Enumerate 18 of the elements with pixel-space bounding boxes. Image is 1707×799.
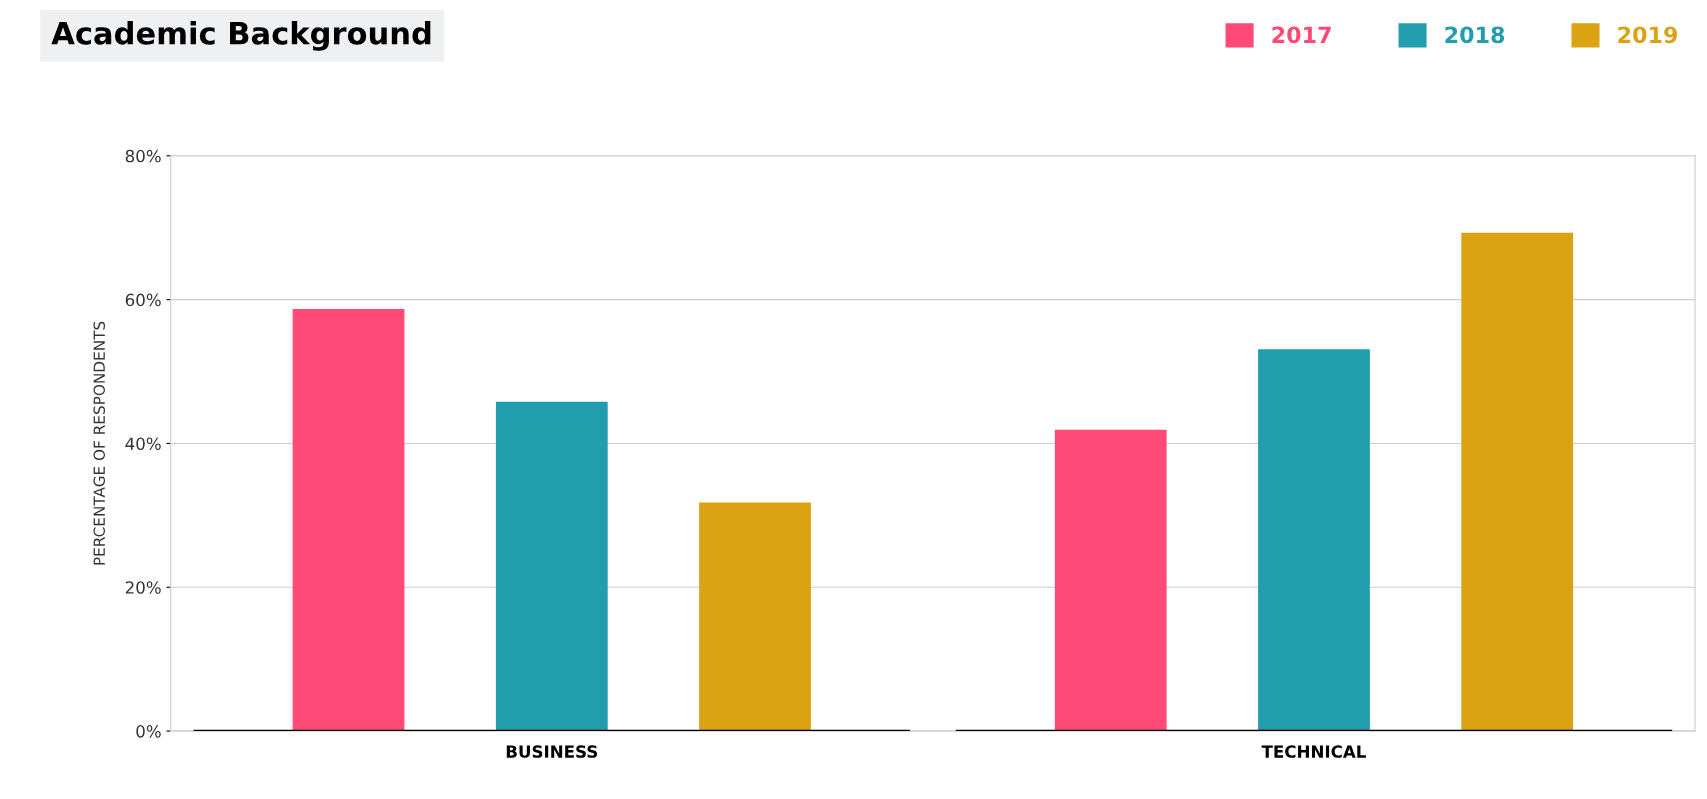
- legend-label: 2019: [1618, 26, 1678, 44]
- legend-label: 2017: [1272, 26, 1331, 44]
- y-axis-title: PERCENTAGE OF RESPONDENTS: [93, 321, 105, 565]
- bar: [1461, 232, 1574, 732]
- x-tick-label: BUSINESS: [506, 745, 598, 758]
- bar: [495, 401, 608, 732]
- y-tick-label: 80%: [125, 149, 161, 163]
- y-tick-label: 0%: [136, 725, 161, 738]
- bar: [1258, 349, 1370, 732]
- bar: [1054, 429, 1167, 732]
- y-tick-label: 60%: [125, 293, 161, 307]
- legend-label: 2018: [1445, 26, 1505, 44]
- y-tick-label: 40%: [125, 437, 161, 451]
- chart-title: Academic Background: [51, 21, 431, 51]
- bar: [699, 502, 811, 732]
- bar: [292, 308, 405, 732]
- x-tick-label: TECHNICAL: [1261, 745, 1366, 758]
- y-tick-label: 20%: [125, 581, 161, 594]
